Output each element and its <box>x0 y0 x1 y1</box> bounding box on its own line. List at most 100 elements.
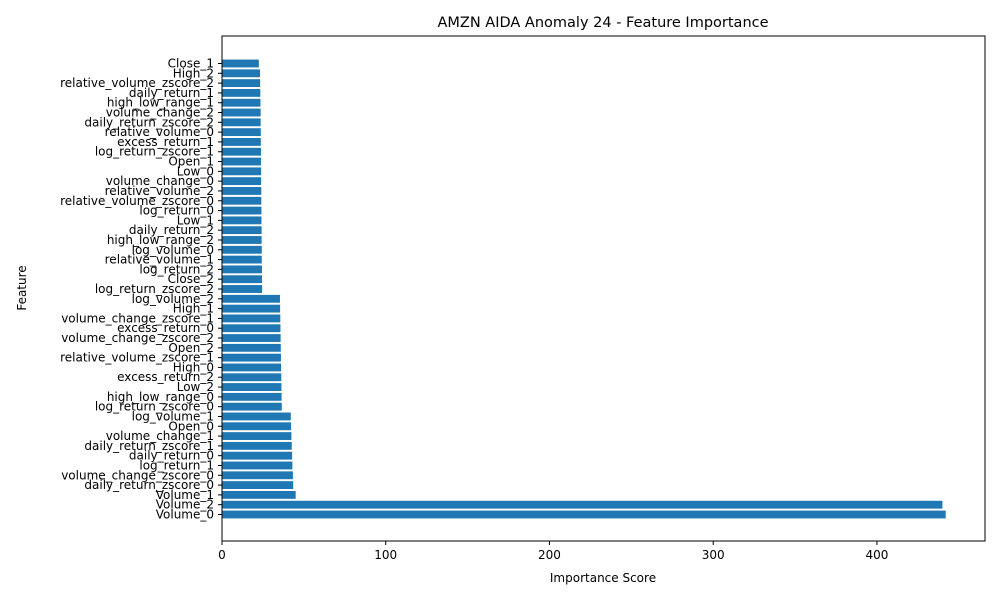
y-tick-label: Low_2 <box>177 380 214 394</box>
bar-relative_volume_zscore_1 <box>222 353 281 362</box>
bar-Low_0 <box>222 167 262 176</box>
y-tick-label: Volume_1 <box>156 488 214 502</box>
y-tick-label: daily_return_1 <box>129 86 214 100</box>
y-tick-label: high_low_range_1 <box>107 96 214 110</box>
y-tick-label: log_return_zscore_1 <box>95 145 214 159</box>
y-tick-label: relative_volume_1 <box>105 253 214 267</box>
y-tick-label: excess_return_1 <box>117 135 214 149</box>
y-tick-label: High_0 <box>173 360 214 374</box>
y-tick-label: High_2 <box>173 66 214 80</box>
y-tick-label: Low_0 <box>177 164 214 178</box>
bar-volume_change_2 <box>222 108 261 117</box>
bar-Volume_0 <box>222 510 946 519</box>
y-tick-label: log_return_2 <box>139 262 214 276</box>
bar-log_volume_1 <box>222 412 291 421</box>
x-tick-label: 200 <box>538 548 561 562</box>
bar-Low_1 <box>222 216 262 225</box>
y-tick-label: excess_return_2 <box>117 370 214 384</box>
bar-Close_2 <box>222 275 262 284</box>
bar-High_1 <box>222 304 281 313</box>
y-tick-label: volume_change_1 <box>106 429 214 443</box>
bar-high_low_range_2 <box>222 236 262 244</box>
y-tick-label: log_return_1 <box>139 458 214 472</box>
bar-relative_volume_1 <box>222 255 262 264</box>
y-tick-label: log_return_0 <box>139 204 214 218</box>
bar-excess_return_2 <box>222 373 282 382</box>
y-tick-label: log_return_zscore_2 <box>95 282 214 296</box>
y-tick-label: high_low_range_0 <box>107 390 214 404</box>
y-tick-label: Volume_0 <box>156 508 214 522</box>
bar-log_volume_2 <box>222 294 280 303</box>
bar-log_return_1 <box>222 461 293 470</box>
bar-log_return_zscore_0 <box>222 402 282 411</box>
y-tick-label: daily_return_0 <box>129 449 214 463</box>
x-tick-label: 300 <box>702 548 725 562</box>
bar-relative_volume_2 <box>222 187 262 195</box>
bar-daily_return_0 <box>222 451 293 460</box>
bar-relative_volume_zscore_0 <box>222 196 262 205</box>
bar-daily_return_1 <box>222 88 261 97</box>
y-tick-label: excess_return_0 <box>117 321 214 335</box>
x-tick-label: 100 <box>374 548 397 562</box>
y-tick-label: volume_change_zscore_2 <box>61 331 214 345</box>
bar-Open_0 <box>222 422 292 431</box>
y-tick-label: Close_1 <box>168 57 214 71</box>
y-tick-label: high_low_range_2 <box>107 233 214 247</box>
x-ticks: 0 100 200 300 400 <box>218 541 888 562</box>
bar-volume_change_zscore_1 <box>222 314 281 323</box>
y-tick-label: Open_1 <box>168 155 214 169</box>
y-tick-label: volume_change_0 <box>106 174 214 188</box>
y-tick-label: daily_return_zscore_1 <box>84 439 214 453</box>
bar-Close_1 <box>222 59 259 68</box>
y-tick-label: log_return_zscore_0 <box>95 400 214 414</box>
y-tick-label: Open_2 <box>168 341 214 355</box>
y-tick-label: relative_volume_zscore_1 <box>60 351 214 365</box>
y-tick-label: Close_2 <box>168 272 214 286</box>
bar-volume_change_zscore_0 <box>222 471 293 480</box>
y-tick-label: relative_volume_2 <box>105 184 214 198</box>
bar-relative_volume_0 <box>222 128 261 137</box>
plot-frame <box>221 35 986 542</box>
bar-relative_volume_zscore_2 <box>222 79 261 88</box>
bar-Volume_2 <box>222 500 943 509</box>
bar-daily_return_zscore_2 <box>222 118 261 127</box>
bar-volume_change_0 <box>222 177 262 186</box>
y-tick-label: Volume_2 <box>156 498 214 512</box>
bar-excess_return_1 <box>222 138 261 146</box>
y-tick-label: daily_return_2 <box>129 223 214 237</box>
y-tick-label: daily_return_zscore_0 <box>84 478 214 492</box>
y-tick-label: volume_change_zscore_1 <box>61 311 214 325</box>
bar-log_return_0 <box>222 206 262 215</box>
y-tick-label: log_volume_1 <box>132 409 214 423</box>
y-axis-title: Feature <box>15 265 29 310</box>
chart-title: AMZN AIDA Anomaly 24 - Feature Importanc… <box>437 15 768 31</box>
bar-volume_change_1 <box>222 432 292 440</box>
bar-Open_2 <box>222 343 281 352</box>
bar-log_return_zscore_1 <box>222 147 261 156</box>
bar-daily_return_zscore_0 <box>222 481 294 490</box>
y-tick-label: relative_volume_zscore_2 <box>60 76 214 90</box>
y-tick-labels: Volume_0Volume_2Volume_1daily_return_zsc… <box>60 57 222 522</box>
bars-group <box>222 59 946 519</box>
y-tick-label: Low_1 <box>177 213 214 227</box>
x-tick-label: 0 <box>218 548 226 562</box>
bar-excess_return_0 <box>222 324 281 333</box>
bar-high_low_range_1 <box>222 98 261 107</box>
y-tick-label: relative_volume_0 <box>105 125 214 139</box>
x-tick-label: 400 <box>865 548 888 562</box>
y-tick-label: volume_change_zscore_0 <box>61 468 214 482</box>
bar-daily_return_zscore_1 <box>222 441 292 450</box>
x-axis-title: Importance Score <box>550 571 656 585</box>
bar-High_0 <box>222 363 282 372</box>
y-tick-label: relative_volume_zscore_0 <box>60 194 214 208</box>
bar-log_volume_0 <box>222 245 262 254</box>
bar-Low_2 <box>222 383 282 391</box>
y-tick-label: Open_0 <box>168 419 214 433</box>
bar-daily_return_2 <box>222 226 262 235</box>
bar-high_low_range_0 <box>222 392 282 401</box>
bar-Volume_1 <box>222 490 296 499</box>
y-tick-label: daily_return_zscore_2 <box>84 115 214 129</box>
bar-log_return_2 <box>222 265 262 274</box>
y-tick-label: High_1 <box>173 302 214 316</box>
